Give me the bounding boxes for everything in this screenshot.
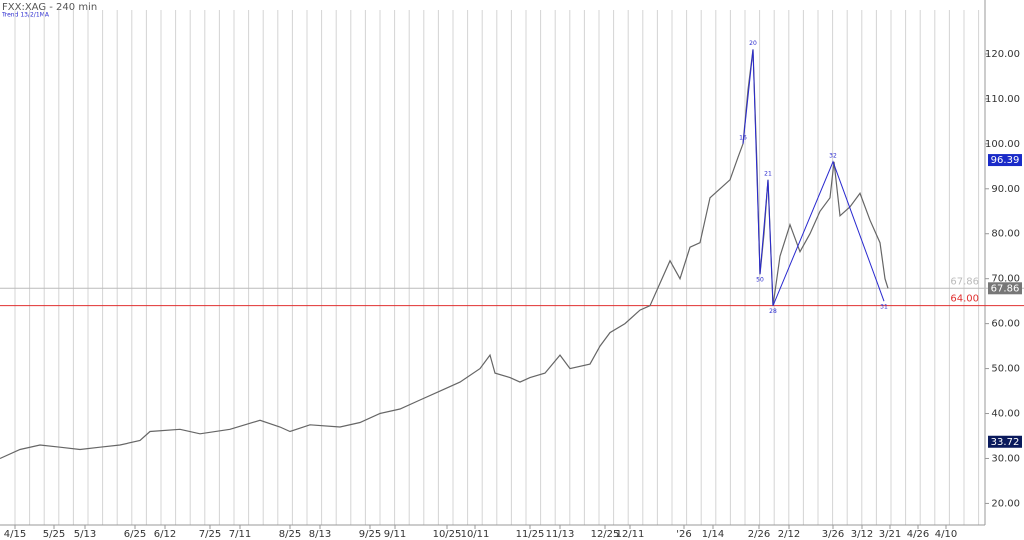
wave-label: 20 <box>749 40 757 47</box>
x-tick-label: 4/26 <box>907 529 929 540</box>
x-tick-label: 5/25 <box>43 529 65 540</box>
x-tick-label: 9/25 <box>359 529 381 540</box>
x-tick-label: 3/12 <box>851 529 873 540</box>
trend-zigzag <box>742 49 885 306</box>
price-tag <box>988 154 1022 167</box>
wave-label: 21 <box>764 170 772 177</box>
y-tick-label: 50.00 <box>991 364 1020 375</box>
y-tick-label: 30.00 <box>991 453 1020 464</box>
wave-label: 31 <box>880 304 888 311</box>
y-tick-label: 40.00 <box>991 409 1020 420</box>
x-tick-label: 4/15 <box>4 529 26 540</box>
price-line <box>0 49 889 460</box>
chart-subtitle: Trend 13/2/1MA <box>1 12 50 19</box>
wave-label: 28 <box>769 308 777 315</box>
y-tick-label: 120.00 <box>985 49 1020 60</box>
x-tick-label: 8/13 <box>309 529 331 540</box>
h-line-label: 64.00 <box>950 294 979 305</box>
x-tick-label: 7/25 <box>199 529 221 540</box>
x-tick-label: 9/11 <box>384 529 406 540</box>
y-tick-label: 70.00 <box>991 274 1020 285</box>
x-tick-label: 5/13 <box>74 529 96 540</box>
price-tag-label: 33.72 <box>991 437 1020 448</box>
price-tag-label: 67.86 <box>991 283 1020 294</box>
wave-label: 32 <box>829 152 837 159</box>
x-tick-label: 6/25 <box>124 529 146 540</box>
y-tick-label: 100.00 <box>985 139 1020 150</box>
y-tick-label: 110.00 <box>985 94 1020 105</box>
x-tick-label: 7/11 <box>229 529 251 540</box>
chart-title: FXX:XAG - 240 min <box>2 2 97 13</box>
wave-label: 50 <box>756 277 764 284</box>
x-tick-label: 1/14 <box>702 529 724 540</box>
x-tick-label: 12/11 <box>616 529 645 540</box>
x-tick-label: 12/25 <box>591 529 620 540</box>
x-tick-label: 11/25 <box>516 529 545 540</box>
y-tick-label: 20.00 <box>991 498 1020 509</box>
x-tick-label: 6/12 <box>154 529 176 540</box>
x-tick-label: 3/21 <box>879 529 901 540</box>
x-tick-label: 2/26 <box>748 529 770 540</box>
price-tag <box>988 282 1022 295</box>
x-tick-label: 3/26 <box>822 529 844 540</box>
wave-label: 16 <box>739 134 747 141</box>
y-tick-label: 60.00 <box>991 319 1020 330</box>
h-line-label: 67.86 <box>950 276 979 287</box>
x-tick-label: 2/12 <box>778 529 800 540</box>
x-tick-label: 10/25 <box>433 529 462 540</box>
y-tick-label: 80.00 <box>991 229 1020 240</box>
x-tick-label: 11/13 <box>546 529 575 540</box>
x-tick-label: '26 <box>676 529 691 540</box>
y-tick-label: 90.00 <box>991 184 1020 195</box>
x-tick-label: 10/11 <box>461 529 490 540</box>
x-tick-label: 8/25 <box>279 529 301 540</box>
x-tick-label: 4/10 <box>935 529 957 540</box>
price-tag-label: 96.39 <box>991 155 1020 166</box>
price-tag <box>988 435 1022 448</box>
